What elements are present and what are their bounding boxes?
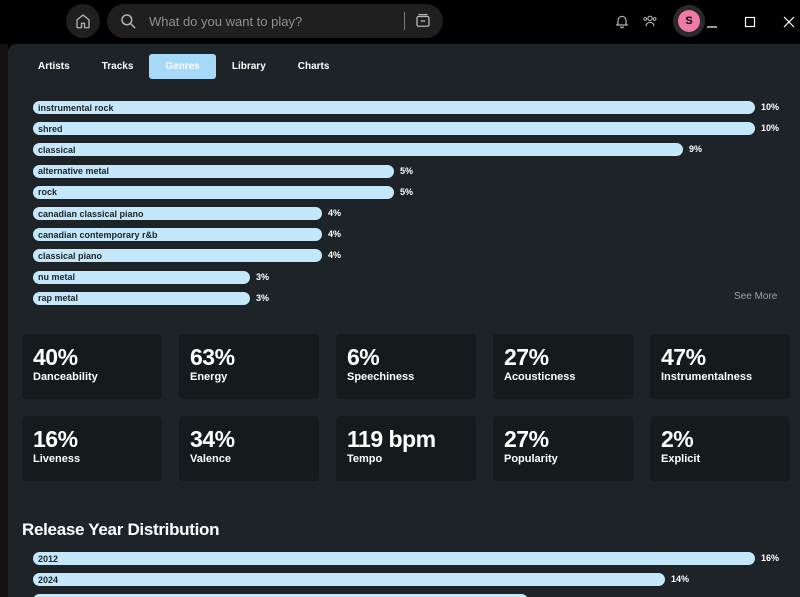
percent-label: 4% [328, 229, 342, 240]
stat-value: 47% [661, 344, 706, 370]
notifications-button[interactable] [612, 11, 632, 31]
stats-tabs: Artists Tracks Genres Library Charts [22, 54, 345, 79]
stat-value: 40% [33, 344, 78, 370]
bar-label: nu metal [38, 272, 76, 283]
stat-label: Popularity [504, 453, 558, 465]
tab-genres[interactable]: Genres [149, 54, 216, 79]
home-icon [76, 14, 90, 29]
home-button[interactable] [66, 4, 100, 38]
stat-value: 34% [190, 426, 235, 452]
maximize-button[interactable] [742, 14, 758, 30]
minimize-button[interactable] [704, 14, 720, 30]
stat-card-tempo: 119 bpm Tempo [336, 416, 476, 481]
percentage-bar: canadian contemporary r&b [33, 228, 322, 242]
percent-label: 4% [328, 208, 342, 218]
stat-label: Explicit [661, 453, 701, 465]
percentage-bar: 2024 [33, 573, 665, 586]
percent-label: 3% [256, 271, 270, 282]
stat-card-liveness: 16% Liveness [22, 416, 162, 481]
search-icon [117, 10, 139, 32]
percent-label: 3% [256, 292, 270, 303]
percent-label: 16% [761, 553, 780, 563]
stat-label: Speechiness [347, 371, 415, 383]
percent-label: 5% [400, 186, 414, 197]
bar-label: 2024 [38, 574, 59, 585]
percentage-bar: instrumental rock [33, 101, 755, 114]
friends-icon [643, 15, 657, 27]
stat-label: Liveness [33, 453, 81, 465]
bar-label: canadian contemporary r&b [38, 229, 158, 240]
stat-card-valence: 34% Valence [179, 416, 319, 481]
stat-card-energy: 63% Energy [179, 334, 319, 399]
stat-value: 119 bpm [347, 426, 436, 452]
tab-tracks[interactable]: Tracks [101, 61, 134, 72]
avatar: S [678, 10, 700, 32]
bar-label: alternative metal [38, 166, 110, 177]
stat-card-acousticness: 27% Acousticness [493, 334, 633, 399]
percentage-bar: 2012 [33, 552, 755, 565]
stat-card-danceability: 40% Danceability [22, 334, 162, 399]
bell-icon [616, 15, 628, 29]
release-year-title: Release Year Distribution [22, 520, 220, 539]
stat-label: Acousticness [504, 371, 576, 383]
browse-button[interactable] [412, 10, 434, 32]
percentage-bar [33, 594, 528, 597]
percentage-bar: classical piano [33, 249, 322, 263]
close-button[interactable] [781, 14, 797, 30]
search-bar[interactable] [107, 4, 443, 38]
stat-card-instrumentalness: 47% Instrumentalness [650, 334, 790, 399]
stat-value: 27% [504, 426, 549, 452]
stat-label: Energy [190, 371, 228, 383]
stat-label: Valence [190, 453, 231, 465]
bar-label: classical [38, 144, 76, 155]
bar-label: shred [38, 123, 63, 134]
bar-label: rock [38, 187, 58, 198]
friend-activity-button[interactable] [640, 11, 660, 31]
percent-label: 5% [400, 165, 414, 176]
percentage-bar: canadian classical piano [33, 207, 322, 220]
percentage-bar: rock [33, 185, 394, 199]
profile-button[interactable]: S [673, 5, 705, 37]
see-more-link[interactable]: See More [734, 291, 778, 302]
close-icon [783, 16, 795, 28]
percentage-bar: shred [33, 122, 755, 136]
tab-library[interactable]: Library [231, 61, 266, 72]
bar-label: instrumental rock [38, 102, 114, 113]
percent-label: 10% [761, 123, 780, 134]
stat-value: 2% [661, 426, 694, 452]
maximize-icon [744, 16, 756, 28]
tab-artists[interactable]: Artists [38, 61, 70, 72]
stat-label: Tempo [347, 453, 383, 465]
minimize-icon [707, 26, 717, 28]
stat-value: 27% [504, 344, 549, 370]
percentage-bar: alternative metal [33, 164, 394, 178]
stat-card-speechiness: 6% Speechiness [336, 334, 476, 399]
stat-card-explicit: 2% Explicit [650, 416, 790, 481]
percent-label: 9% [689, 144, 703, 155]
percentage-bar: rap metal [33, 291, 250, 305]
main-panel: Artists Tracks Genres Library Charts ins… [8, 44, 800, 597]
percent-label: 4% [328, 250, 342, 261]
top-bar: S [0, 0, 800, 44]
tab-charts[interactable]: Charts [297, 61, 330, 72]
stat-card-popularity: 27% Popularity [493, 416, 633, 481]
search-divider [404, 12, 405, 30]
bar-label: canadian classical piano [38, 208, 144, 219]
bar-label: classical piano [38, 250, 103, 261]
percentage-bar: nu metal [33, 270, 250, 284]
bar-label: 2012 [38, 553, 59, 564]
left-sidebar-edge [0, 44, 8, 597]
search-input[interactable] [149, 13, 404, 29]
stat-value: 6% [347, 344, 380, 370]
stat-value: 63% [190, 344, 235, 370]
stat-label: Danceability [33, 371, 98, 383]
bar-label: rap metal [38, 293, 79, 304]
stat-value: 16% [33, 426, 78, 452]
stat-label: Instrumentalness [661, 371, 753, 383]
percent-label: 14% [671, 574, 690, 584]
percent-label: 10% [761, 102, 780, 112]
percentage-bar: classical [33, 143, 683, 157]
browse-icon [416, 13, 430, 27]
